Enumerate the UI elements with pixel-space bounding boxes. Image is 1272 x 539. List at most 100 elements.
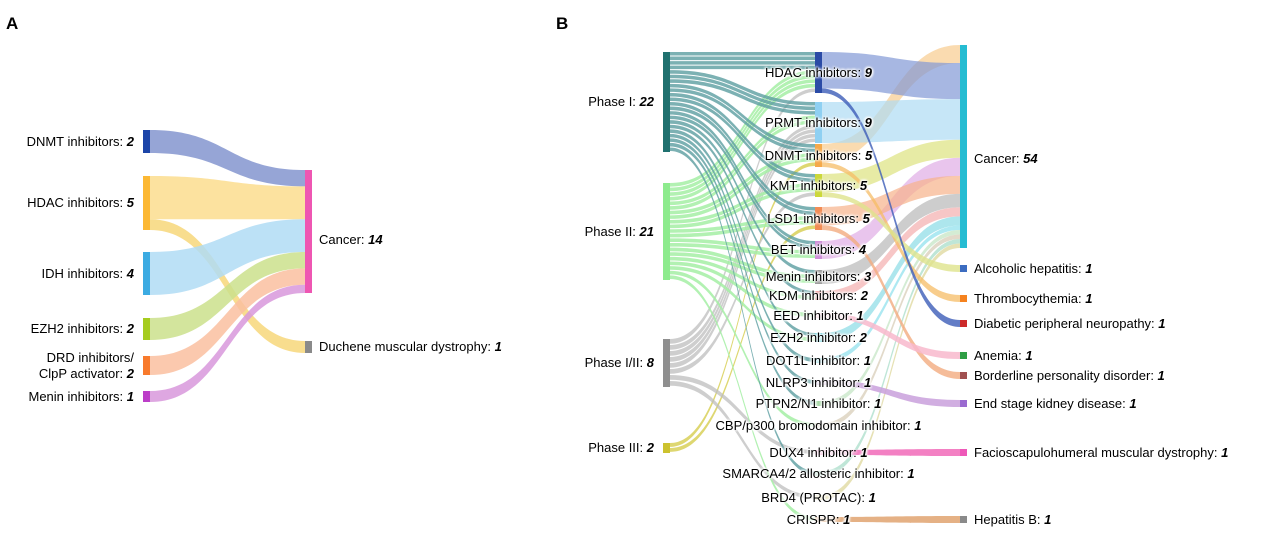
node-b_ezh2 — [815, 333, 822, 342]
node-b_thr — [960, 295, 967, 302]
flow-b_p1-b_kmt — [670, 97, 815, 183]
node-a_drd — [143, 356, 150, 375]
flow-b_dux4-b_fshd — [822, 449, 960, 456]
flow-a_idh-a_cancer — [150, 219, 305, 295]
flow-b_p12-b_prmt — [670, 124, 815, 350]
node-b_p3 — [663, 443, 670, 453]
flow-b_p1-b_dnmt — [670, 83, 815, 148]
node-a_ezh2 — [143, 318, 150, 340]
flow-b_p1-b_hdac — [670, 65, 815, 70]
node-b_smarca — [815, 471, 822, 476]
flow-b_kmt-b_alch — [822, 192, 960, 272]
node-b_bet — [815, 241, 822, 259]
flow-b_ezh2-b_cancer — [822, 216, 960, 342]
node-a_hdac — [143, 176, 150, 230]
node-b_cbp — [815, 423, 822, 428]
flow-b_ptpn-b_cancer — [822, 229, 960, 406]
flow-a_drd-a_cancer — [150, 268, 305, 375]
flow-b_p2-b_hdac — [670, 70, 815, 187]
flow-b_hdac-b_cancer — [822, 52, 960, 100]
flow-b_nlrp3-b_eskd — [822, 380, 960, 407]
flow-b_p2-b_kdm — [670, 256, 815, 300]
flow-b_p2-b_lsd1 — [670, 216, 815, 233]
flow-b_brd4-b_cancer — [822, 243, 960, 500]
node-a_idh — [143, 252, 150, 295]
flow-b_p12-b_hdac — [670, 88, 815, 344]
flow-b_p2-b_hdac — [670, 79, 815, 196]
node-b_ane — [960, 352, 967, 359]
flow-b_p1-b_hdac — [670, 56, 815, 61]
node-b_nlrp3 — [815, 380, 822, 385]
flow-b_prmt-b_cancer — [822, 99, 960, 143]
node-b_p12 — [663, 339, 670, 387]
flow-b_p3-b_lsd1 — [670, 225, 815, 452]
flow-b_p1-b_smarca — [670, 147, 815, 475]
flow-b_hdac-b_dpn — [822, 88, 960, 327]
node-b_dot1l — [815, 358, 822, 363]
flow-b_p1-b_dot1l — [670, 133, 815, 362]
node-a_dnmt — [143, 130, 150, 153]
flow-b_p1-b_nlrp3 — [670, 138, 815, 384]
flow-a_ezh2-a_cancer — [150, 252, 305, 340]
node-a_dmd — [305, 341, 312, 353]
flow-b_p2-b_ezh2 — [670, 266, 815, 342]
node-b_alch — [960, 265, 967, 272]
flow-b_p1-b_hdac — [670, 52, 815, 56]
node-b_prmt — [815, 102, 822, 143]
node-b_hdac — [815, 52, 822, 93]
node-b_hepb — [960, 516, 967, 523]
flow-b_p1-b_dnmt — [670, 88, 815, 153]
node-a_cancer — [305, 170, 312, 293]
flow-b_eed-b_ane — [822, 313, 960, 359]
node-b_dpn — [960, 320, 967, 327]
flow-b_p1-b_ptpn — [670, 142, 815, 405]
node-b_dux4 — [815, 450, 822, 455]
flow-b_p1-b_bet — [670, 111, 815, 245]
node-b_eed — [815, 313, 822, 318]
flow-b_menin-b_cancer — [822, 193, 960, 284]
node-b_cancer — [960, 45, 967, 248]
flow-b_p2-b_menin — [670, 252, 815, 283]
flow-b_p2-b_hdac — [670, 74, 815, 192]
node-b_fshd — [960, 449, 967, 456]
flow-b_smarca-b_cancer — [822, 238, 960, 476]
flow-b_p2-b_cbp — [670, 270, 815, 427]
flow-b_p1-b_bet — [670, 115, 815, 250]
flow-b_p12-b_prmt — [670, 129, 815, 356]
node-b_kdm — [815, 291, 822, 300]
flow-b_p12-b_brd4 — [670, 381, 815, 499]
flow-b_p2-b_eed — [670, 261, 815, 317]
node-b_brd4 — [815, 495, 822, 500]
flow-b_p12-b_kmt — [670, 192, 815, 374]
node-b_menin — [815, 270, 822, 284]
node-b_eskd — [960, 400, 967, 407]
flow-b_p2-b_prmt — [670, 120, 815, 210]
flow-b_p1-b_kdm — [670, 124, 815, 295]
flow-b_p2-b_kmt — [670, 183, 815, 224]
flow-b_lsd1-b_bpd — [822, 225, 960, 379]
flow-b_p1-b_lsd1 — [670, 102, 815, 211]
node-b_crispr — [815, 517, 822, 522]
flow-a_hdac-a_cancer — [150, 176, 305, 220]
flow-b_crispr-b_hepb — [822, 516, 960, 523]
node-b_p2 — [663, 183, 670, 280]
flow-b_kdm-b_cancer — [822, 207, 960, 300]
flow-b_p12-b_dux4 — [670, 375, 815, 454]
flow-b_p1-b_prmt — [670, 70, 815, 106]
flow-b_p2-b_dnmt — [670, 157, 815, 219]
flow-b_p1-b_menin — [670, 120, 815, 274]
node-b_kmt — [815, 174, 822, 197]
flow-b_p1-b_kmt — [670, 92, 815, 178]
flow-b_p2-b_hdac — [670, 83, 815, 201]
flow-b_p2-b_menin — [670, 247, 815, 279]
flow-b_cbp-b_cancer — [822, 234, 960, 428]
flow-a_dnmt-a_cancer — [150, 130, 305, 187]
flow-b_dot1l-b_cancer — [822, 225, 960, 363]
flow-b_p1-b_lsd1 — [670, 106, 815, 216]
node-b_ptpn — [815, 401, 822, 406]
flow-b_p1-b_ezh2 — [670, 129, 815, 337]
flow-b_p1-b_hdac — [670, 61, 815, 65]
flow-a_menin-a_cancer — [150, 284, 305, 402]
